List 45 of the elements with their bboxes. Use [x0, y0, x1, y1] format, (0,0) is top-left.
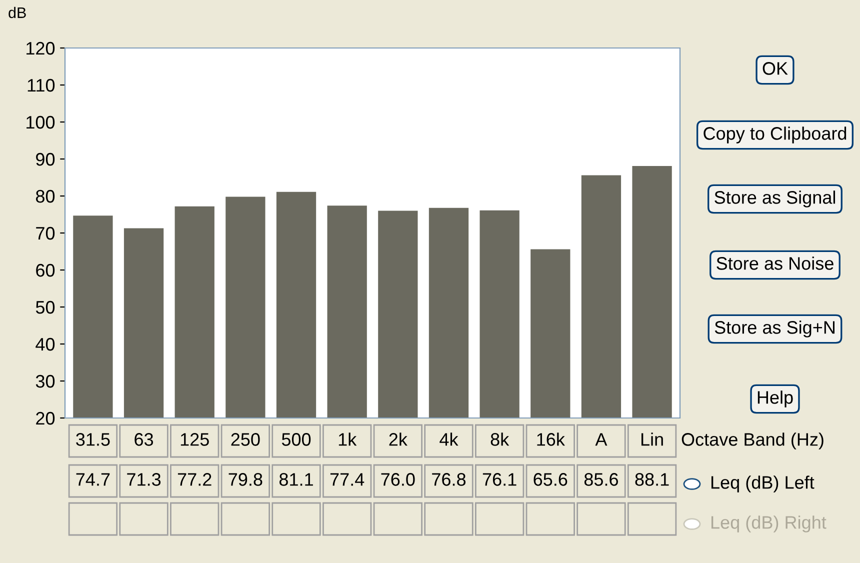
text: Store as Sig+N: [714, 320, 834, 338]
x-tick-label: 500: [282, 433, 311, 446]
data-label: 77.4: [330, 473, 364, 486]
x-tick-label: 31.5: [76, 433, 110, 446]
data-label: 76.0: [381, 473, 415, 486]
x-tick-label: 63: [134, 433, 154, 446]
x-tick-label: 16k: [537, 432, 565, 446]
x-tick-label: A: [595, 433, 608, 446]
y-tick-label: 40: [36, 338, 55, 351]
text: Help: [758, 390, 793, 408]
data-label: 76.8: [432, 473, 466, 486]
text: Store as Noise: [716, 256, 834, 270]
y-tick-label: 20: [36, 412, 55, 425]
text: OK: [762, 62, 788, 75]
data-label: 81.1: [279, 473, 313, 486]
y-tick-label: 90: [36, 152, 55, 166]
x-axis-title: Octave Band (Hz): [682, 432, 824, 450]
data-label: 65.6: [534, 473, 568, 486]
y-tick-label: 30: [36, 374, 55, 388]
y-tick-label: 70: [36, 226, 55, 240]
x-tick-label: Lin: [641, 432, 663, 446]
text: Store as Signal: [714, 190, 836, 208]
x-tick-label: 2k: [389, 432, 408, 446]
text: Copy to Clipboard: [704, 126, 846, 144]
data-label: 85.6: [584, 473, 618, 486]
y-tick-label: 50: [36, 300, 55, 314]
y-tick-label: 80: [36, 190, 55, 203]
x-tick-label: 8k: [490, 432, 510, 446]
x-tick-label: 1k: [338, 432, 357, 446]
data-label: 76.1: [482, 473, 516, 486]
x-tick-label: 250: [231, 433, 260, 446]
y-tick-label: 110: [28, 78, 55, 92]
data-label: 79.8: [228, 473, 262, 486]
y-tick-label: 120: [26, 42, 55, 55]
x-tick-label: 4k: [440, 432, 458, 446]
text: Leq (dB) Left: [711, 476, 814, 492]
y-axis-title: dB: [8, 6, 26, 18]
x-tick-label: 125: [180, 433, 209, 446]
data-label: 77.2: [178, 473, 212, 486]
y-tick-label: 100: [26, 116, 55, 129]
data-label: 88.1: [635, 473, 669, 486]
data-label: 74.7: [76, 473, 110, 486]
text: Leq (dB) Right: [711, 516, 826, 532]
data-label: 71.3: [127, 473, 161, 486]
y-tick-label: 60: [36, 264, 55, 277]
